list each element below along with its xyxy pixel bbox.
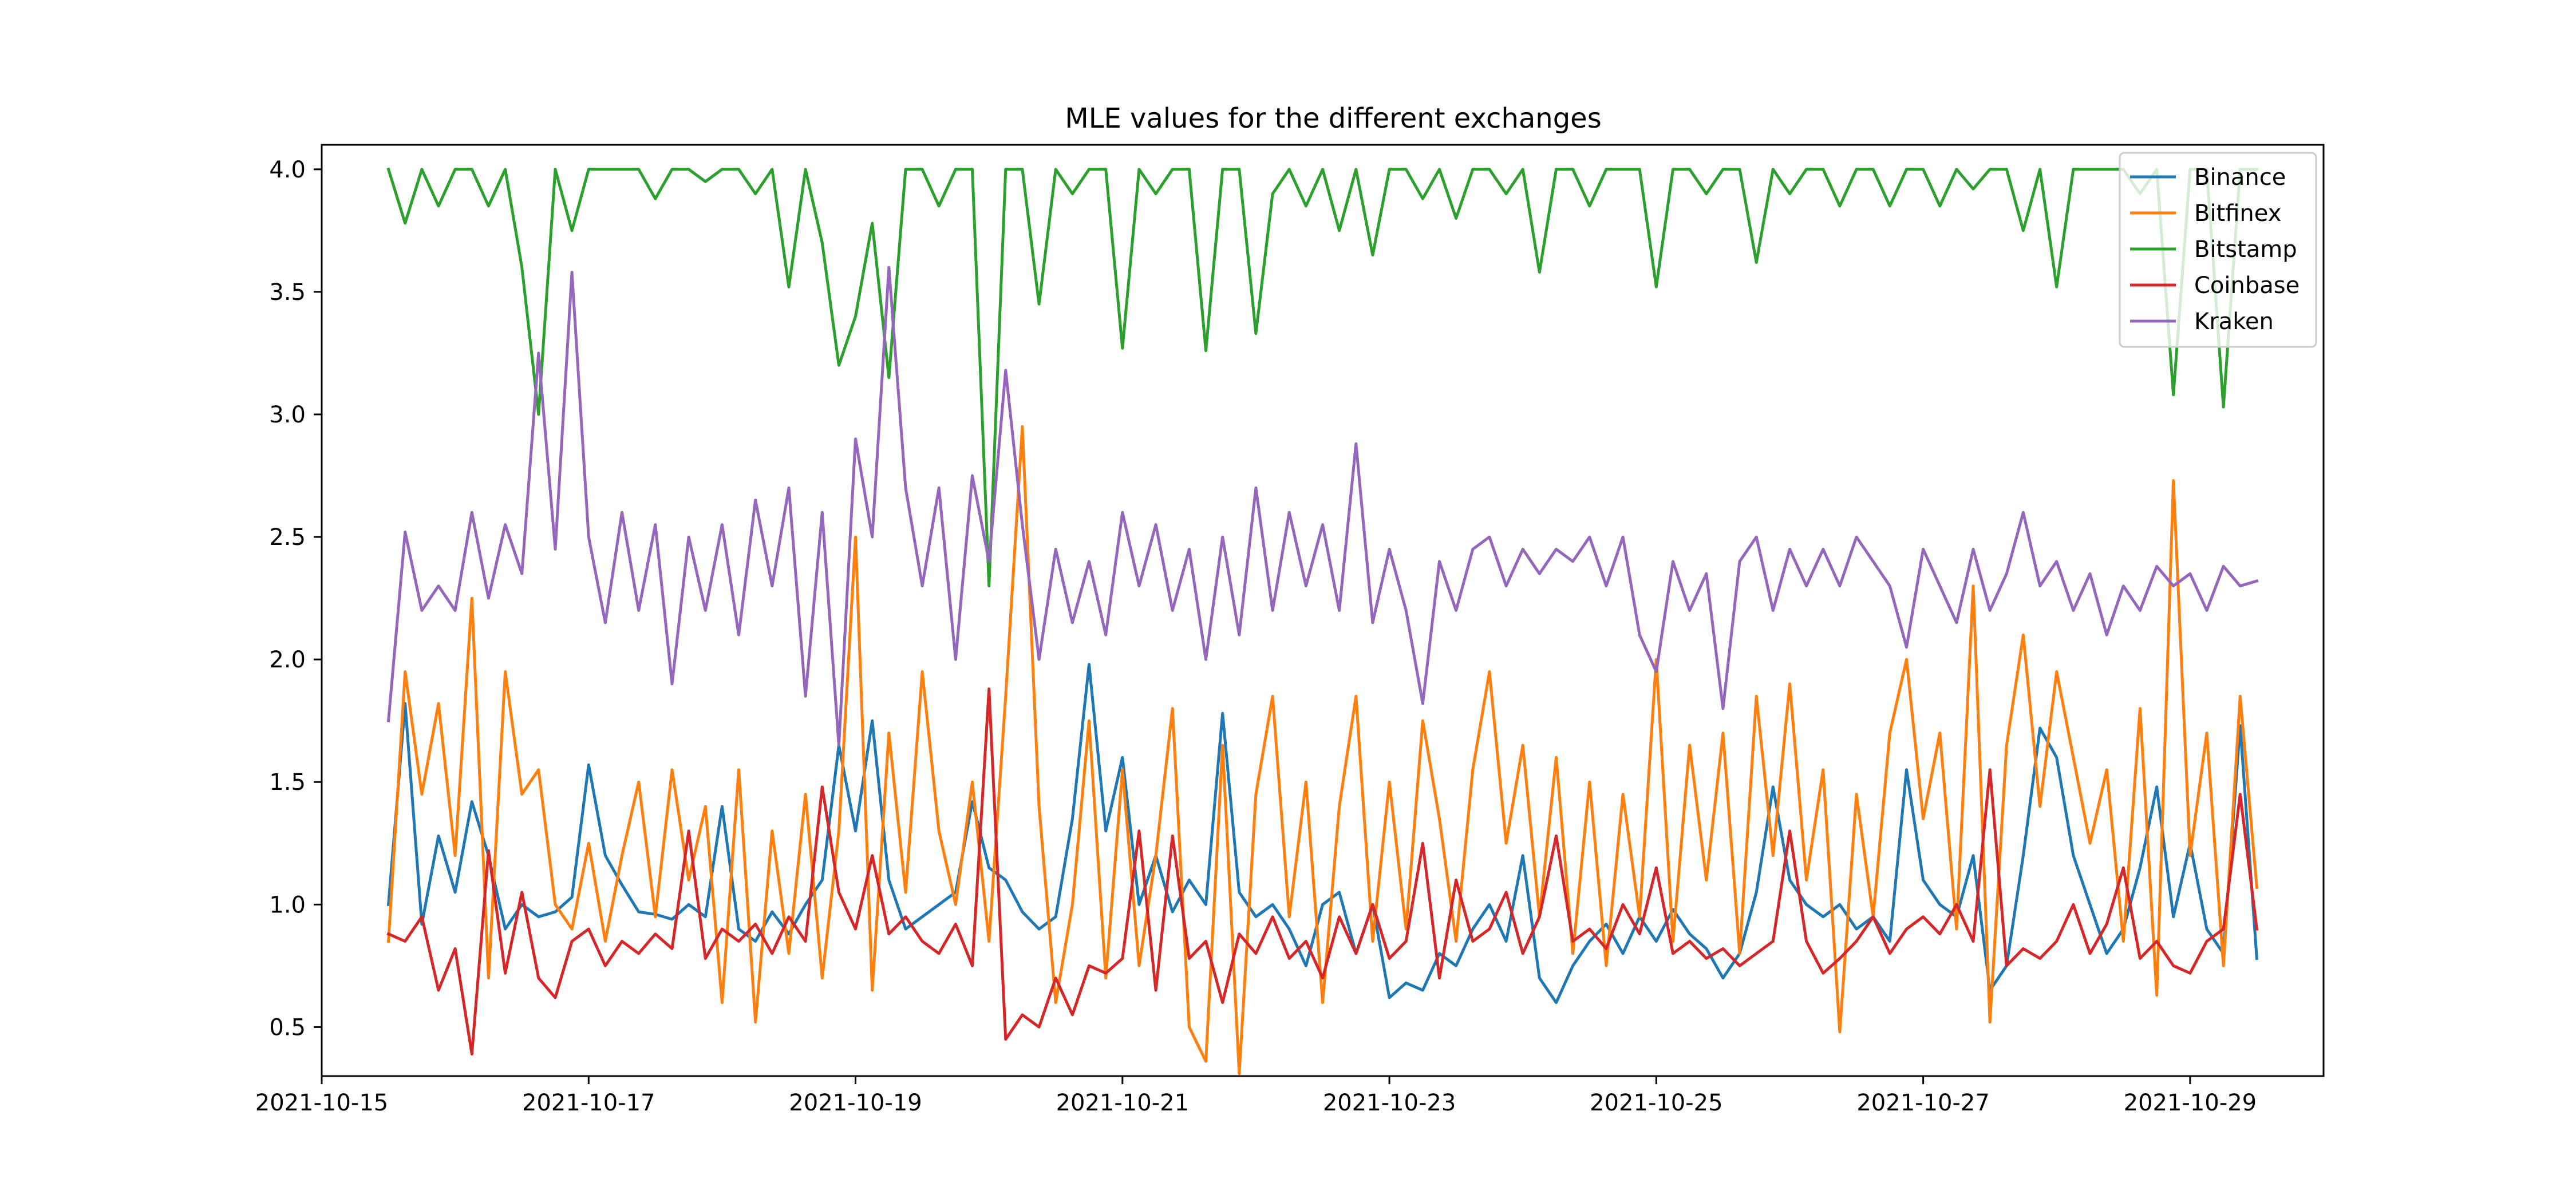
legend-label-bitfinex: Bitfinex bbox=[2194, 200, 2281, 227]
y-tick-label: 2.5 bbox=[269, 524, 306, 551]
y-tick-label: 1.5 bbox=[269, 769, 306, 796]
x-tick-label: 2021-10-19 bbox=[789, 1090, 922, 1116]
y-tick-label: 1.0 bbox=[269, 892, 306, 918]
y-tick-label: 0.5 bbox=[269, 1014, 306, 1041]
y-tick-label: 3.0 bbox=[269, 402, 306, 428]
legend: Binance Bitfinex Bitstamp Coinbase Kraken bbox=[2119, 152, 2317, 348]
y-tick-label: 2.0 bbox=[269, 647, 306, 673]
x-tick-label: 2021-10-23 bbox=[1323, 1090, 1456, 1116]
x-tick-label: 2021-10-21 bbox=[1056, 1090, 1189, 1116]
x-tick-label: 2021-10-15 bbox=[255, 1090, 388, 1116]
legend-label-kraken: Kraken bbox=[2194, 309, 2274, 335]
x-tick-label: 2021-10-27 bbox=[1856, 1090, 1989, 1116]
x-axis-ticks: 2021-10-15 2021-10-17 2021-10-19 2021-10-21… bbox=[255, 1076, 2257, 1116]
y-axis-ticks: 0.5 1.0 1.5 2.0 2.5 3.0 3.5 4.0 bbox=[269, 157, 322, 1041]
series-line-kraken bbox=[386, 266, 2259, 747]
x-tick-label: 2021-10-17 bbox=[522, 1090, 655, 1116]
y-tick-label: 3.5 bbox=[269, 279, 306, 306]
legend-label-binance: Binance bbox=[2194, 164, 2286, 191]
x-tick-label: 2021-10-25 bbox=[1590, 1090, 1722, 1116]
x-tick-label: 2021-10-29 bbox=[2124, 1090, 2257, 1116]
legend-box bbox=[2119, 152, 2317, 348]
legend-label-coinbase: Coinbase bbox=[2194, 272, 2300, 299]
y-tick-label: 4.0 bbox=[269, 157, 306, 183]
plot-area-frame bbox=[321, 144, 2325, 1077]
legend-label-bitstamp: Bitstamp bbox=[2194, 236, 2297, 263]
series-line-bitfinex bbox=[386, 425, 2259, 1076]
chart-title: MLE values for the different exchanges bbox=[1065, 102, 1601, 135]
series-line-coinbase bbox=[386, 687, 2259, 1055]
series-line-bitstamp bbox=[386, 167, 2258, 588]
series-layer bbox=[386, 167, 2259, 1076]
